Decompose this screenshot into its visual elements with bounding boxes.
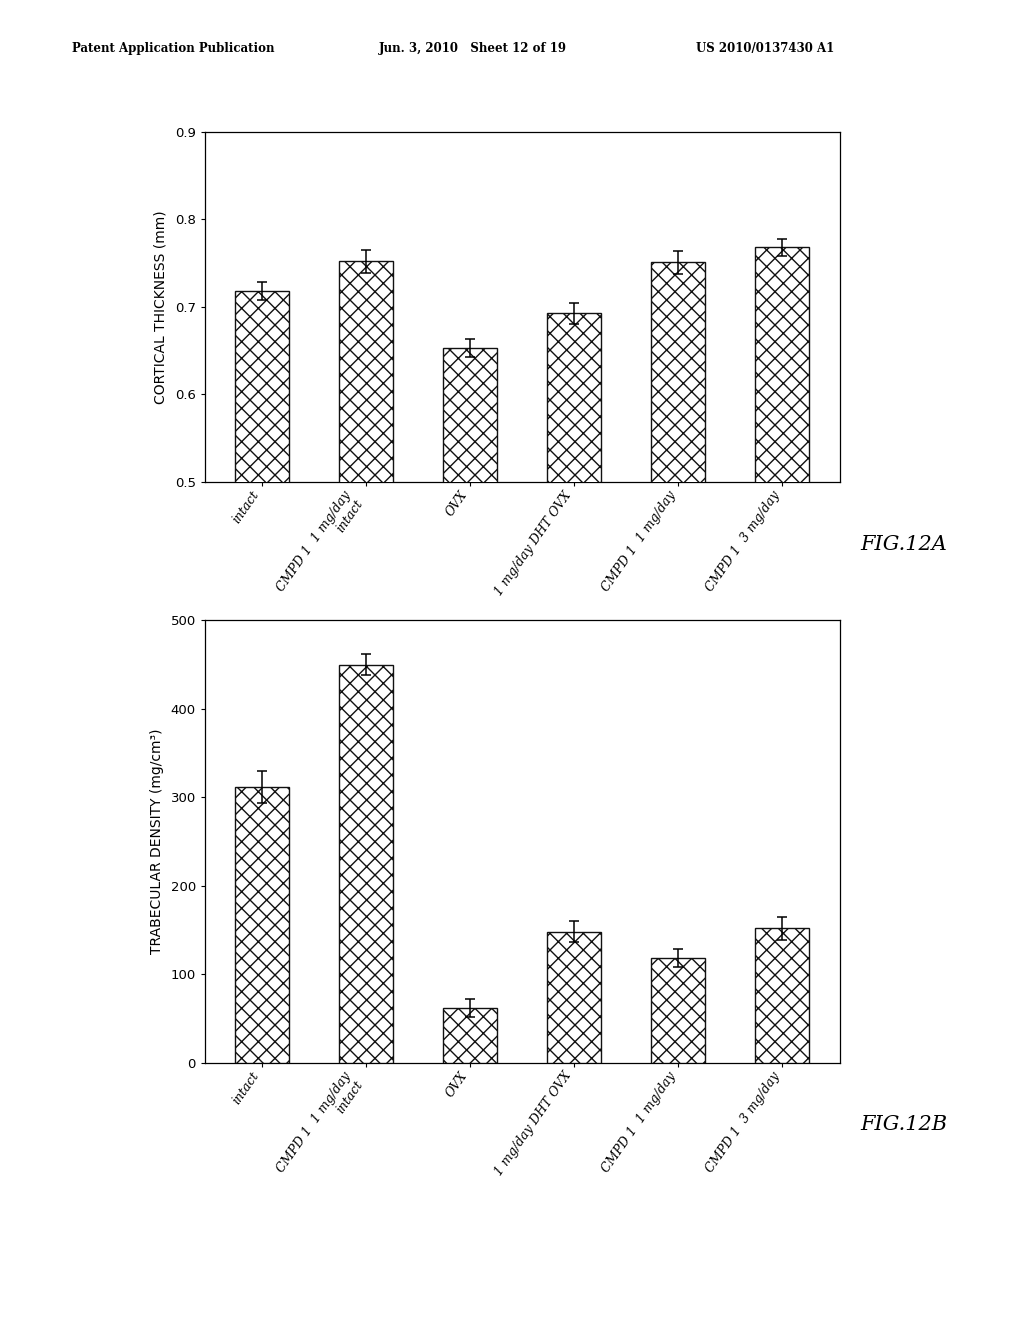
Bar [234,292,289,919]
Text: FIG.12A: FIG.12A [860,535,947,553]
Y-axis label: TRABECULAR DENSITY (mg/cm³): TRABECULAR DENSITY (mg/cm³) [150,729,164,954]
Text: FIG.12B: FIG.12B [860,1115,947,1134]
Bar [443,1007,498,1063]
Bar [547,313,601,919]
Y-axis label: CORTICAL THICKNESS (mm): CORTICAL THICKNESS (mm) [154,210,168,404]
Bar [651,958,706,1063]
Text: US 2010/0137430 A1: US 2010/0137430 A1 [696,42,835,55]
Bar [756,247,810,919]
Bar [756,928,810,1063]
Text: Patent Application Publication: Patent Application Publication [72,42,274,55]
Bar [547,932,601,1063]
Bar [651,263,706,919]
Bar [339,261,393,919]
Bar [443,348,498,919]
Text: Jun. 3, 2010   Sheet 12 of 19: Jun. 3, 2010 Sheet 12 of 19 [379,42,567,55]
Bar [339,665,393,1063]
Bar [234,787,289,1063]
